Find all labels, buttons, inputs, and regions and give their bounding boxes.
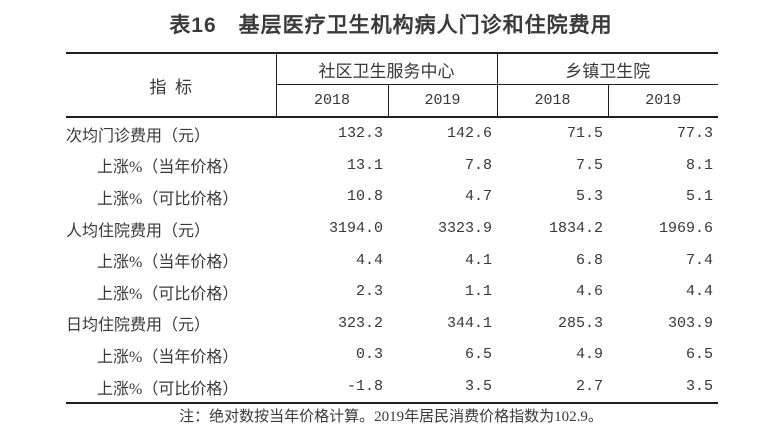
cell-value: 7.8 (464, 156, 492, 174)
row-label: 人均住院费用（元） (66, 222, 211, 240)
table-row: 人均住院费用（元） 3194.0 3323.9 1834.2 1969.6 (66, 213, 718, 245)
cell-value: 285.3 (557, 314, 603, 332)
cell-value: 77.3 (676, 125, 713, 143)
page-title: 表16 基层医疗卫生机构病人门诊和住院费用 (169, 14, 613, 37)
cell-value: 1.1 (464, 283, 492, 301)
header-year-township-2019: 2019 (608, 84, 718, 118)
costs-table-wrapper: 指 标 社区卫生服务中心 乡镇卫生院 2018 2019 2018 2019 次… (66, 52, 718, 405)
row-label: 上涨%（当年价格） (97, 348, 239, 366)
table-row: 上涨%（可比价格） 10.8 4.7 5.3 5.1 (66, 181, 718, 213)
table-row: 次均门诊费用（元） 132.3 142.6 71.5 77.3 (66, 117, 718, 150)
table-row: 上涨%（当年价格） 13.1 7.8 7.5 8.1 (66, 150, 718, 182)
table-row: 上涨%（当年价格） 4.4 4.1 6.8 7.4 (66, 244, 718, 276)
header-year-community-2019: 2019 (388, 84, 498, 118)
cell-value: 132.3 (337, 125, 383, 143)
footnote: 注：绝对数按当年价格计算。2019年居民消费价格指数为102.9。 (179, 409, 603, 425)
cell-value: 10.8 (346, 188, 383, 206)
cell-value: 4.4 (355, 251, 383, 269)
cell-value: 3.5 (608, 370, 718, 405)
cell-value: 5.1 (685, 188, 713, 206)
cell-value: 6.8 (575, 251, 603, 269)
table-row: 日均住院费用（元） 323.2 344.1 285.3 303.9 (66, 308, 718, 340)
table-row: 上涨%（可比价格） -1.8 3.5 2.7 3.5 (66, 370, 718, 405)
row-label: 上涨%（当年价格） (97, 254, 239, 272)
cell-value: 4.9 (575, 346, 603, 364)
cell-value: 6.5 (685, 346, 713, 364)
cell-value: 0.3 (355, 346, 383, 364)
cell-value: -1.8 (276, 370, 388, 405)
header-row-groups: 指 标 社区卫生服务中心 乡镇卫生院 (66, 53, 718, 118)
row-label: 上涨%（可比价格） (97, 190, 239, 208)
cell-value: 1834.2 (548, 220, 603, 238)
table-row: 上涨%（可比价格） 2.3 1.1 4.6 4.4 (66, 276, 718, 308)
header-group-community: 社区卫生服务中心 (276, 53, 498, 85)
cell-value: 6.5 (464, 346, 492, 364)
table-row: 上涨%（当年价格） 0.3 6.5 4.9 6.5 (66, 339, 718, 371)
cell-value: 3194.0 (328, 220, 383, 238)
header-row-years: 2018 2019 2018 2019 (66, 84, 718, 118)
cell-value: 8.1 (685, 156, 713, 174)
row-label: 次均门诊费用（元） (66, 127, 211, 145)
cell-value: 4.4 (685, 283, 713, 301)
cell-value: 7.4 (685, 251, 713, 269)
cell-value: 323.2 (337, 314, 383, 332)
costs-table: 指 标 社区卫生服务中心 乡镇卫生院 2018 2019 2018 2019 次… (66, 52, 718, 405)
cell-value: 4.1 (464, 251, 492, 269)
header-group-township: 乡镇卫生院 (497, 53, 718, 85)
cell-value: 142.6 (446, 125, 492, 143)
row-label: 上涨%（当年价格） (97, 159, 239, 177)
cell-value: 71.5 (566, 125, 603, 143)
row-label: 上涨%（可比价格） (97, 285, 239, 303)
cell-value: 3.5 (388, 370, 497, 405)
cell-value: 344.1 (446, 314, 492, 332)
cell-value: 4.7 (464, 188, 492, 206)
cell-value: 2.7 (497, 370, 608, 405)
cell-value: 2.3 (355, 283, 383, 301)
cell-value: 5.3 (575, 188, 603, 206)
cell-value: 303.9 (667, 314, 713, 332)
header-indicator: 指 标 (66, 53, 277, 118)
cell-value: 3323.9 (437, 220, 492, 238)
cell-value: 4.6 (575, 283, 603, 301)
row-label: 日均住院费用（元） (66, 317, 211, 335)
row-label: 上涨%（可比价格） (66, 370, 276, 405)
cell-value: 13.1 (346, 156, 383, 174)
header-year-township-2018: 2018 (497, 84, 609, 118)
header-year-community-2018: 2018 (276, 84, 389, 118)
cell-value: 1969.6 (658, 220, 713, 238)
cell-value: 7.5 (575, 156, 603, 174)
